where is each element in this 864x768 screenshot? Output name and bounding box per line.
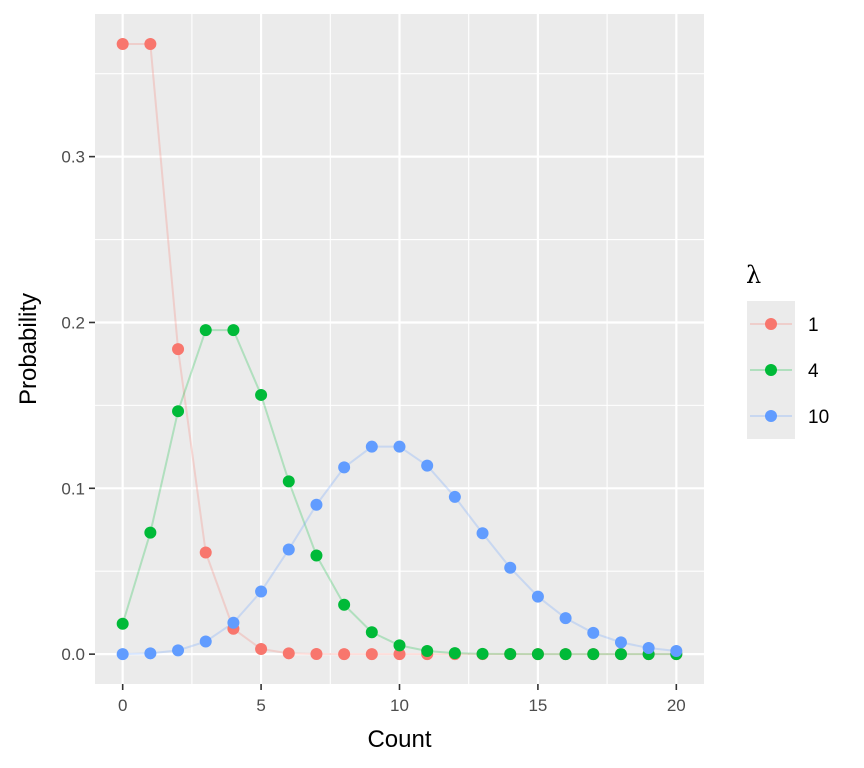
point-4-5 [255, 388, 268, 401]
point-4-8 [338, 598, 351, 611]
point-4-3 [199, 324, 212, 337]
point-4-2 [172, 405, 185, 418]
point-1-7 [310, 647, 323, 660]
point-10-11 [421, 459, 434, 472]
legend-label-10: 10 [808, 407, 829, 428]
x-tick-label: 10 [390, 696, 409, 715]
point-1-6 [282, 647, 295, 660]
legend: λ 1 4 10 [746, 261, 829, 439]
x-tick-label: 5 [256, 696, 265, 715]
point-10-14 [504, 561, 517, 574]
point-10-13 [476, 527, 489, 540]
point-10-3 [199, 635, 212, 648]
point-10-17 [587, 626, 600, 639]
point-10-12 [448, 490, 461, 503]
point-1-9 [365, 648, 378, 661]
point-10-7 [310, 498, 323, 511]
point-10-15 [531, 590, 544, 603]
point-10-8 [338, 461, 351, 474]
point-10-4 [227, 616, 240, 629]
point-10-9 [365, 440, 378, 453]
point-4-13 [476, 647, 489, 660]
legend-key-point-1 [765, 318, 777, 330]
point-10-19 [642, 642, 655, 655]
y-axis: 0.0 0.1 0.2 0.3 [61, 148, 95, 664]
point-10-16 [559, 612, 572, 625]
point-4-18 [614, 648, 627, 661]
point-4-9 [365, 626, 378, 639]
point-4-6 [282, 475, 295, 488]
point-1-5 [255, 643, 268, 656]
point-4-14 [504, 647, 517, 660]
point-10-0 [116, 648, 129, 661]
x-axis: 0 5 10 15 20 [118, 684, 686, 715]
y-tick-label: 0.1 [61, 479, 85, 498]
legend-key-point-10 [765, 410, 777, 422]
x-tick-label: 20 [667, 696, 686, 715]
point-4-17 [587, 648, 600, 661]
y-tick-label: 0.2 [61, 313, 85, 332]
point-4-4 [227, 324, 240, 337]
point-10-18 [614, 636, 627, 649]
y-tick-label: 0.3 [61, 148, 85, 167]
point-4-12 [448, 647, 461, 660]
point-10-6 [282, 543, 295, 556]
series-points [116, 38, 683, 661]
point-4-11 [421, 644, 434, 657]
x-axis-title: Count [367, 726, 431, 753]
point-1-10 [393, 648, 406, 661]
point-4-7 [310, 549, 323, 562]
point-1-1 [144, 38, 157, 51]
legend-key-point-4 [765, 364, 777, 376]
point-4-15 [531, 648, 544, 661]
point-10-10 [393, 440, 406, 453]
point-1-8 [338, 648, 351, 661]
point-10-1 [144, 647, 157, 660]
x-tick-label: 0 [118, 696, 127, 715]
point-1-2 [172, 343, 185, 356]
point-10-20 [670, 644, 683, 657]
point-10-5 [255, 585, 268, 598]
point-4-10 [393, 639, 406, 652]
point-4-1 [144, 526, 157, 539]
point-1-0 [116, 38, 129, 51]
y-axis-title: Probability [15, 293, 42, 405]
point-10-2 [172, 644, 185, 657]
point-4-16 [559, 648, 572, 661]
point-4-0 [116, 617, 129, 630]
legend-label-4: 4 [808, 361, 819, 382]
y-tick-label: 0.0 [61, 645, 85, 664]
legend-title: λ [746, 261, 761, 289]
legend-label-1: 1 [808, 315, 819, 336]
point-1-3 [199, 546, 212, 559]
x-tick-label: 15 [528, 696, 547, 715]
